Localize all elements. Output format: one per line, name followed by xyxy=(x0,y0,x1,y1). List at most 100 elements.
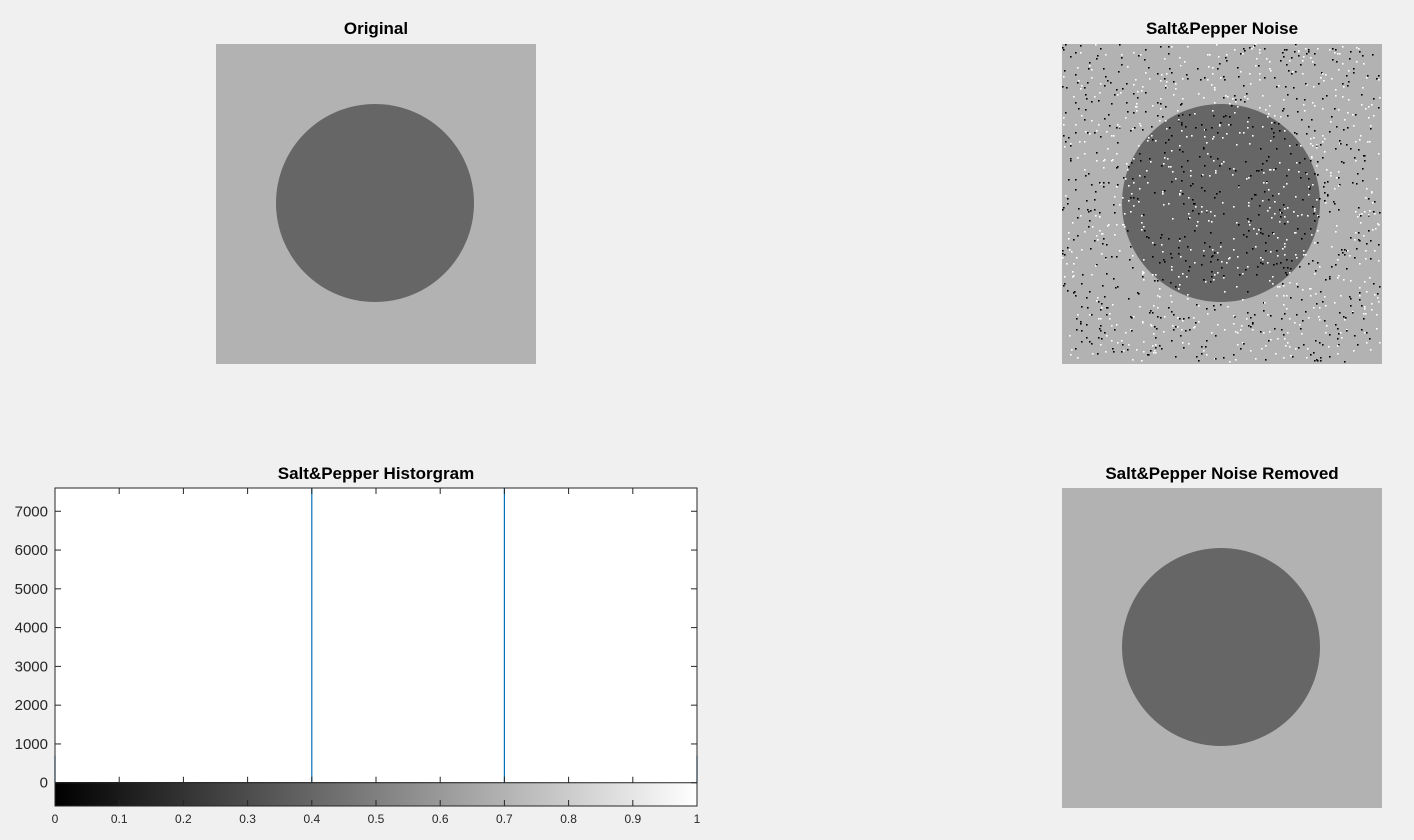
noise-pixel xyxy=(1165,87,1167,89)
noise-pixel xyxy=(1272,276,1274,278)
noise-pixel xyxy=(1133,112,1135,114)
noise-pixel xyxy=(1276,295,1278,297)
noise-pixel xyxy=(1157,102,1159,104)
noise-pixel xyxy=(1130,211,1132,213)
noise-pixel xyxy=(1279,130,1281,132)
noise-pixel xyxy=(1333,201,1335,203)
noise-pixel xyxy=(1221,261,1223,263)
noise-pixel xyxy=(1211,271,1213,273)
noise-pixel xyxy=(1094,240,1096,242)
noise-pixel xyxy=(1117,342,1119,344)
noise-pixel xyxy=(1173,314,1175,316)
noise-pixel xyxy=(1256,170,1258,172)
noise-pixel xyxy=(1373,283,1375,285)
noise-pixel xyxy=(1165,120,1167,122)
noise-pixel xyxy=(1201,187,1203,189)
noise-pixel xyxy=(1306,133,1308,135)
noise-pixel xyxy=(1359,287,1361,289)
noise-pixel xyxy=(1376,328,1378,330)
noise-pixel xyxy=(1250,317,1252,319)
noise-pixel xyxy=(1229,168,1231,170)
noise-pixel xyxy=(1084,141,1086,143)
noise-pixel xyxy=(1355,141,1357,143)
x-tick-label: 0.7 xyxy=(496,812,513,826)
noise-pixel xyxy=(1170,166,1172,168)
noise-pixel xyxy=(1116,89,1118,91)
noise-pixel xyxy=(1338,275,1340,277)
noise-pixel xyxy=(1087,209,1089,211)
x-tick-label: 0 xyxy=(52,812,59,826)
noise-pixel xyxy=(1337,53,1339,55)
noise-pixel xyxy=(1350,148,1352,150)
noise-pixel xyxy=(1247,127,1249,129)
noise-pixel xyxy=(1110,82,1112,84)
noise-pixel xyxy=(1130,246,1132,248)
noise-pixel xyxy=(1098,318,1100,320)
noise-pixel xyxy=(1105,54,1107,56)
noise-pixel xyxy=(1169,127,1171,129)
noise-pixel xyxy=(1143,259,1145,261)
noise-pixel xyxy=(1286,259,1288,261)
noise-pixel xyxy=(1233,354,1235,356)
noise-pixel xyxy=(1128,166,1130,168)
noise-pixel xyxy=(1336,225,1338,227)
noise-pixel xyxy=(1341,161,1343,163)
noise-pixel xyxy=(1234,316,1236,318)
noise-pixel xyxy=(1086,297,1088,299)
noise-pixel xyxy=(1211,256,1213,258)
noise-pixel xyxy=(1283,56,1285,58)
y-tick-label: 2000 xyxy=(15,697,48,714)
noise-pixel xyxy=(1340,332,1342,334)
noise-pixel xyxy=(1086,98,1088,100)
noise-pixel xyxy=(1125,332,1127,334)
noise-pixel xyxy=(1250,326,1252,328)
noise-pixel xyxy=(1157,295,1159,297)
noise-pixel xyxy=(1122,224,1124,226)
noise-pixel xyxy=(1266,182,1268,184)
noise-pixel xyxy=(1322,301,1324,303)
noise-pixel xyxy=(1254,45,1256,47)
noise-pixel xyxy=(1119,126,1121,128)
noise-pixel xyxy=(1077,357,1079,359)
noise-pixel xyxy=(1363,313,1365,315)
noise-pixel xyxy=(1258,170,1260,172)
noise-pixel xyxy=(1321,72,1323,74)
noise-pixel xyxy=(1347,85,1349,87)
noise-pixel xyxy=(1091,184,1093,186)
noise-pixel xyxy=(1145,111,1147,113)
noise-pixel xyxy=(1229,103,1231,105)
noise-pixel xyxy=(1204,136,1206,138)
noise-pixel xyxy=(1356,61,1358,63)
noise-pixel xyxy=(1225,115,1227,117)
noise-pixel xyxy=(1266,58,1268,60)
noise-pixel xyxy=(1349,296,1351,298)
noise-pixel xyxy=(1157,307,1159,309)
noise-pixel xyxy=(1260,228,1262,230)
noise-pixel xyxy=(1201,211,1203,213)
noise-pixel xyxy=(1187,294,1189,296)
noise-pixel xyxy=(1338,171,1340,173)
noise-pixel xyxy=(1091,274,1093,276)
noise-pixel xyxy=(1283,108,1285,110)
noise-pixel xyxy=(1204,190,1206,192)
noise-pixel xyxy=(1235,99,1237,101)
noise-pixel xyxy=(1211,221,1213,223)
noise-pixel xyxy=(1186,136,1188,138)
noise-pixel xyxy=(1179,240,1181,242)
noise-pixel xyxy=(1190,170,1192,172)
noise-pixel xyxy=(1177,326,1179,328)
noise-pixel xyxy=(1181,329,1183,331)
noise-pixel xyxy=(1261,348,1263,350)
noise-pixel xyxy=(1116,167,1118,169)
noise-pixel xyxy=(1252,323,1254,325)
noise-pixel xyxy=(1073,292,1075,294)
noise-pixel xyxy=(1162,193,1164,195)
noise-pixel xyxy=(1346,329,1348,331)
noise-pixel xyxy=(1274,328,1276,330)
noise-pixel xyxy=(1106,131,1108,133)
noise-pixel xyxy=(1284,254,1286,256)
noise-pixel xyxy=(1363,155,1365,157)
noise-pixel xyxy=(1319,342,1321,344)
noise-pixel xyxy=(1103,167,1105,169)
noise-pixel xyxy=(1284,243,1286,245)
